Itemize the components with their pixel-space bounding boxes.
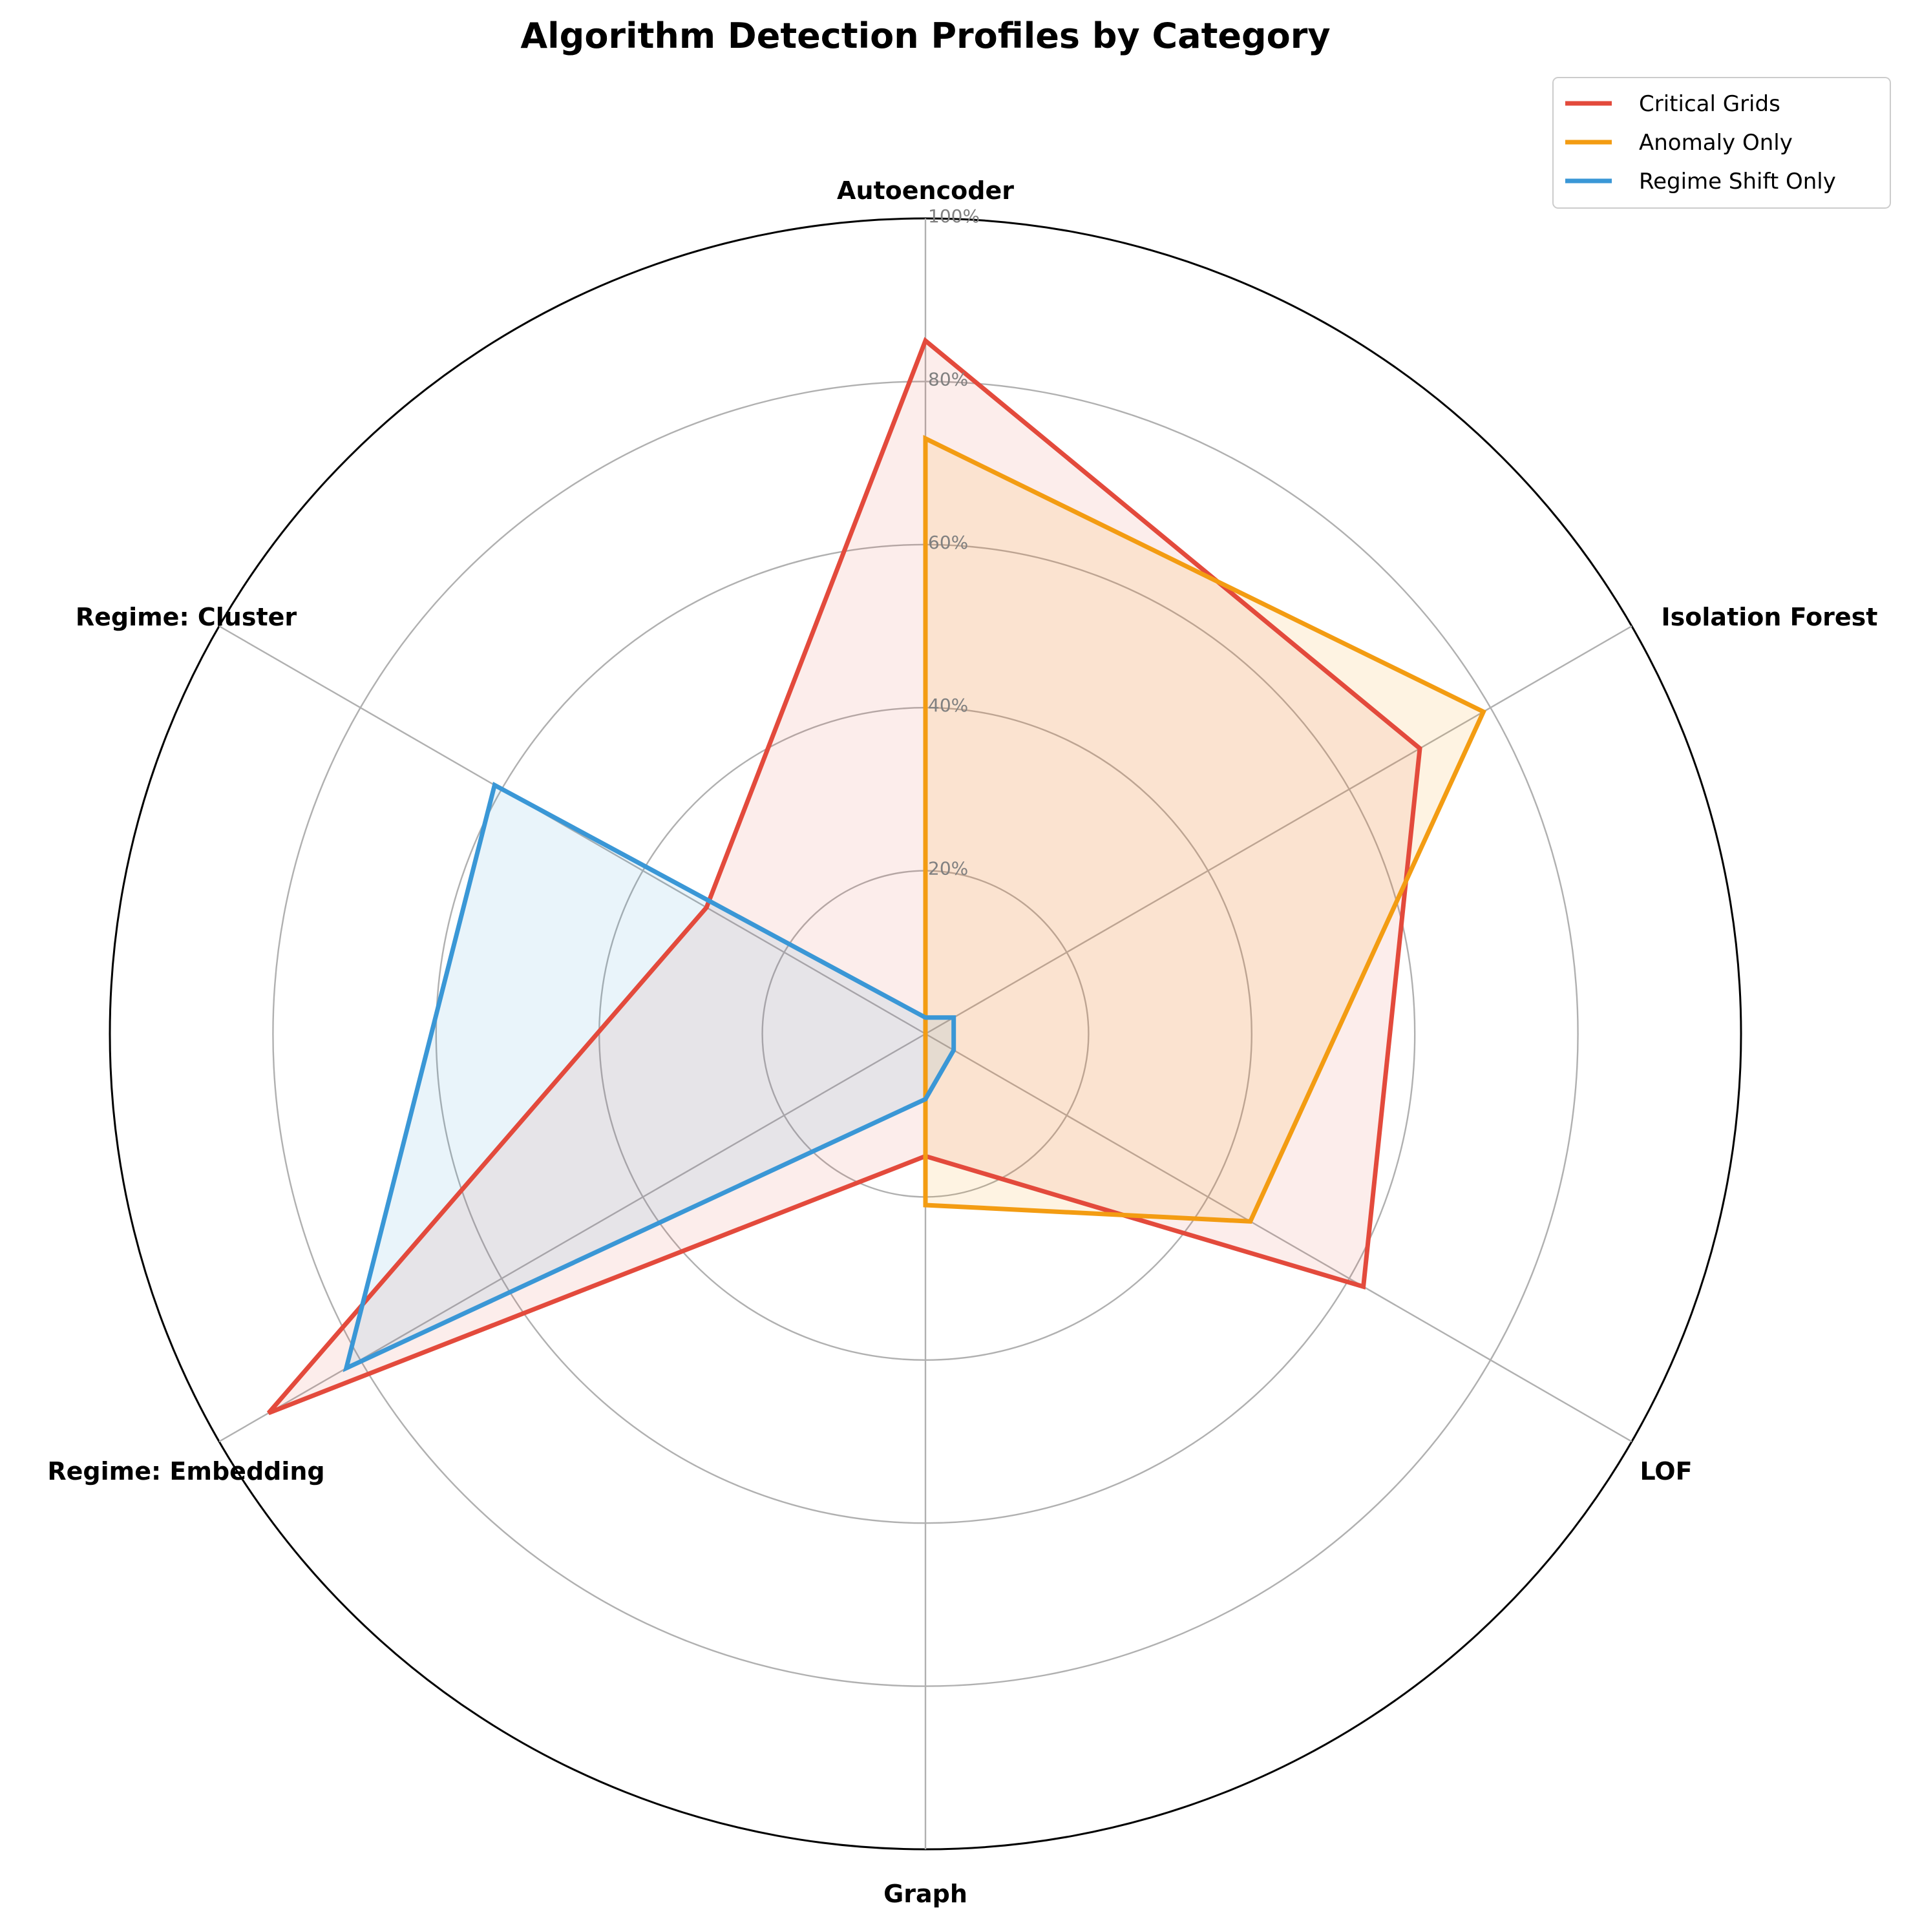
spoke-5 [218, 625, 926, 1035]
spoke-4 [218, 1033, 926, 1443]
series-line-1 [923, 435, 1487, 1224]
legend: Critical Grids Anomaly Only Regime Shift O… [1552, 77, 1891, 209]
legend-label-0: Critical Grids [1639, 91, 1780, 117]
series-line-2 [343, 781, 956, 1372]
category-label-5: Regime: Cluster [76, 603, 297, 631]
spoke-2 [925, 1033, 1632, 1443]
radial-tick-label-40: 40% [928, 695, 968, 716]
category-label-2: LOF [1640, 1457, 1692, 1486]
radial-tick-label-60: 60% [928, 532, 968, 553]
category-labels: Autoencoder Isolation Forest LOF Graph Regim… [47, 176, 1877, 1908]
radial-tick-label-100: 100% [928, 205, 980, 227]
series-area-0 [268, 341, 1420, 1413]
series-layer [266, 337, 1487, 1416]
category-label-4: Regime: Embedding [47, 1457, 324, 1486]
category-label-0: Autoencoder [837, 176, 1014, 205]
radial-tick-labels: 20% 40% 60% 80% 100% [928, 205, 980, 879]
legend-frame [1552, 77, 1891, 209]
chart-title: Algorithm Detection Profiles by Category [520, 16, 1330, 56]
category-label-3: Graph [883, 1880, 967, 1908]
legend-label-2: Regime Shift Only [1639, 169, 1836, 194]
legend-label-1: Anomaly Only [1639, 130, 1793, 156]
radial-tick-label-20: 20% [928, 858, 968, 879]
category-label-1: Isolation Forest [1662, 603, 1878, 631]
spoke-1 [925, 625, 1632, 1035]
series-area-2 [346, 785, 954, 1369]
series-area-1 [925, 438, 1484, 1222]
radial-tick-label-80: 80% [928, 368, 968, 390]
